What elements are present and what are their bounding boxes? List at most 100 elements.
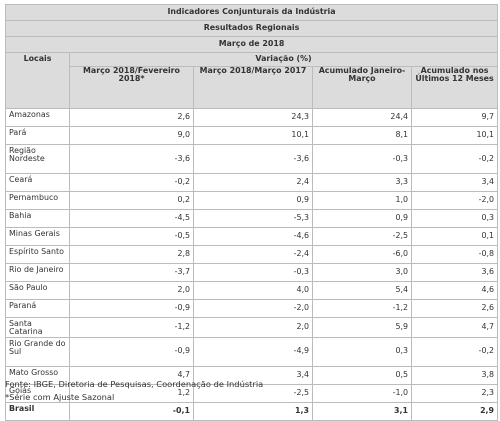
table-row: Bahia -4,5 -5,3 0,9 0,3 — [5, 209, 499, 228]
value-cell: -2,5 — [312, 227, 412, 246]
value-cell: 2,4 — [193, 173, 313, 192]
value-cell: -0,9 — [69, 336, 194, 367]
local-name: São Paulo — [5, 281, 70, 300]
local-name: Pará — [5, 126, 70, 145]
value-cell: 2,6 — [410, 299, 499, 318]
value-cell: -2,0 — [410, 191, 499, 210]
value-cell: 5,9 — [312, 317, 412, 338]
local-name: Amazonas — [5, 108, 70, 127]
local-name: Pernambuco — [5, 191, 70, 210]
value-cell: -1,0 — [312, 383, 412, 403]
local-name: Espírito Santo — [5, 245, 70, 264]
table-title: Indicadores Conjunturais da Indústria — [4, 4, 499, 21]
column-header: Março 2018/Fevereiro 2018* — [69, 66, 194, 109]
value-cell: -0,8 — [410, 245, 499, 264]
local-name: Rio de Janeiro — [5, 263, 70, 282]
value-cell: -0,2 — [410, 336, 499, 367]
value-cell: 3,4 — [410, 173, 499, 192]
table-row: São Paulo 2,0 4,0 5,4 4,6 — [5, 281, 499, 300]
value-cell: 2,8 — [69, 245, 194, 264]
indicators-document: Indicadores Conjunturais da Indústria Re… — [4, 4, 499, 421]
value-cell: -4,6 — [193, 227, 313, 246]
table-row: Minas Gerais -0,5 -4,6 -2,5 0,1 — [5, 227, 499, 246]
value-cell: -3,6 — [193, 144, 313, 174]
value-cell: -2,0 — [193, 299, 313, 318]
value-cell: 2,0 — [69, 281, 194, 300]
table-row: Amazonas 2,6 24,3 24,4 9,7 — [5, 108, 499, 127]
local-name: Região Nordeste — [5, 144, 70, 174]
regional-results-table: Indicadores Conjunturais da Indústria Re… — [4, 4, 499, 421]
value-cell: 0,1 — [410, 227, 499, 246]
value-cell: -0,2 — [69, 173, 194, 192]
value-cell: -0,3 — [193, 263, 313, 282]
value-cell: -5,3 — [193, 209, 313, 228]
locais-header: Locais — [5, 52, 70, 109]
value-cell: -0,9 — [69, 299, 194, 318]
value-cell: 0,9 — [193, 191, 313, 210]
value-cell: 3,0 — [312, 263, 412, 282]
column-header: Acumulado Janeiro-Março — [312, 66, 412, 109]
local-name: Brasil — [5, 401, 70, 421]
value-cell: 5,4 — [312, 281, 412, 300]
value-cell: 3,6 — [410, 263, 499, 282]
value-cell: -2,4 — [193, 245, 313, 264]
table-row: Santa Catarina -1,2 2,0 5,9 4,7 — [5, 317, 499, 338]
local-name: Rio Grande do Sul — [5, 336, 70, 367]
local-name: Ceará — [5, 173, 70, 192]
table-row: Mato Grosso 4,7 3,4 0,5 3,8 — [5, 365, 499, 385]
source-note: Fonte: IBGE, Diretoria de Pesquisas, Coo… — [5, 379, 264, 389]
total-row: Brasil -0,1 1,3 3,1 2,9 — [5, 401, 499, 421]
value-cell: -1,2 — [69, 317, 194, 338]
local-name: Santa Catarina — [5, 317, 70, 338]
value-cell: 9,7 — [410, 108, 499, 127]
local-name: Paraná — [5, 299, 70, 318]
value-cell: 0,2 — [69, 191, 194, 210]
value-cell: 8,1 — [312, 126, 412, 145]
local-name: Minas Gerais — [5, 227, 70, 246]
value-cell: 1,3 — [193, 401, 313, 421]
value-cell: 4,6 — [410, 281, 499, 300]
value-cell: 0,9 — [312, 209, 412, 228]
table-row: Espírito Santo 2,8 -2,4 -6,0 -0,8 — [5, 245, 499, 264]
value-cell: -0,2 — [410, 144, 499, 174]
table-row: Pernambuco 0,2 0,9 1,0 -2,0 — [5, 191, 499, 210]
table-row: Ceará -0,2 2,4 3,3 3,4 — [5, 173, 499, 192]
value-cell: 2,6 — [69, 108, 194, 127]
value-cell: 3,1 — [312, 401, 412, 421]
value-cell: -4,5 — [69, 209, 194, 228]
table-row: Pará 9,0 10,1 8,1 10,1 — [5, 126, 499, 145]
value-cell: 0,3 — [410, 209, 499, 228]
table-row: Rio de Janeiro -3,7 -0,3 3,0 3,6 — [5, 263, 499, 282]
value-cell: 1,0 — [312, 191, 412, 210]
column-header: Março 2018/Março 2017 — [193, 66, 313, 109]
table-row: Rio Grande do Sul -0,9 -4,9 0,3 -0,2 — [5, 336, 499, 367]
local-name: Bahia — [5, 209, 70, 228]
value-cell: 3,8 — [410, 365, 499, 385]
value-cell: 2,0 — [193, 317, 313, 338]
value-cell: 3,3 — [312, 173, 412, 192]
value-cell: -3,6 — [69, 144, 194, 174]
table-row: Região Nordeste -3,6 -3,6 -0,3 -0,2 — [5, 144, 499, 174]
value-cell: 10,1 — [193, 126, 313, 145]
value-cell: -4,9 — [193, 336, 313, 367]
value-cell: 4,7 — [410, 317, 499, 338]
value-cell: -3,7 — [69, 263, 194, 282]
seasonal-adjustment-note: *Série com Ajuste Sazonal — [5, 392, 115, 402]
value-cell: 9,0 — [69, 126, 194, 145]
column-header: Acumulado nos Últimos 12 Meses — [410, 66, 499, 109]
value-cell: -6,0 — [312, 245, 412, 264]
value-cell: 0,5 — [312, 365, 412, 385]
table-subtitle: Resultados Regionais — [4, 20, 499, 37]
value-cell: 24,3 — [193, 108, 313, 127]
value-cell: 4,0 — [193, 281, 313, 300]
value-cell: -0,5 — [69, 227, 194, 246]
value-cell: -0,3 — [312, 144, 412, 174]
table-period: Março de 2018 — [4, 36, 499, 53]
value-cell: -0,1 — [69, 401, 194, 421]
value-cell: 10,1 — [410, 126, 499, 145]
table-row: Paraná -0,9 -2,0 -1,2 2,6 — [5, 299, 499, 318]
value-cell: 2,9 — [410, 401, 499, 421]
value-cell: 2,3 — [410, 383, 499, 403]
value-cell: -1,2 — [312, 299, 412, 318]
value-cell: 0,3 — [312, 336, 412, 367]
